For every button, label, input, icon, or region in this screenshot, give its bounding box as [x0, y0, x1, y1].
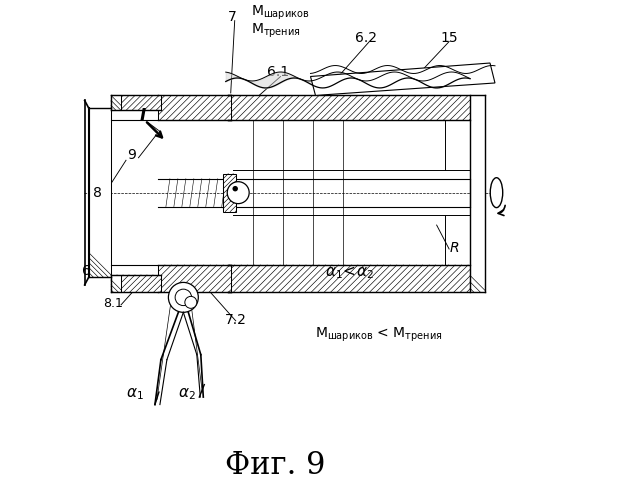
Text: 9: 9: [127, 148, 137, 162]
Text: 8: 8: [93, 186, 101, 200]
Ellipse shape: [490, 178, 503, 208]
Text: I: I: [139, 108, 145, 126]
Bar: [89, 108, 111, 278]
Text: 6: 6: [82, 264, 91, 278]
Bar: [470, 96, 485, 292]
Bar: [111, 96, 161, 110]
Text: 6.2: 6.2: [355, 30, 378, 44]
Text: R: R: [449, 240, 459, 254]
Text: $\alpha_1$: $\alpha_1$: [126, 386, 144, 402]
Bar: [158, 265, 231, 292]
Text: М$_{\mathregular{шариков}}$: М$_{\mathregular{шариков}}$: [251, 4, 309, 22]
Bar: [229, 96, 470, 120]
Polygon shape: [310, 63, 495, 96]
Text: М$_{\mathregular{шариков}}$ < М$_{\mathregular{трения}}$: М$_{\mathregular{шариков}}$ < М$_{\mathr…: [315, 326, 443, 344]
Text: $\alpha_2$: $\alpha_2$: [178, 386, 196, 402]
Bar: [223, 174, 236, 212]
Circle shape: [185, 296, 197, 308]
Text: 7.2: 7.2: [225, 313, 247, 327]
Text: $\alpha_1\!<\!\alpha_2$: $\alpha_1\!<\!\alpha_2$: [325, 264, 374, 281]
Text: 15: 15: [440, 30, 458, 44]
Bar: [111, 275, 121, 292]
Circle shape: [227, 182, 249, 204]
Bar: [158, 96, 231, 120]
Circle shape: [168, 282, 198, 312]
Text: 6.1: 6.1: [267, 66, 289, 80]
Text: 7: 7: [228, 10, 237, 24]
Text: Фиг. 9: Фиг. 9: [225, 450, 326, 481]
Circle shape: [175, 289, 192, 306]
Bar: [111, 96, 121, 110]
Circle shape: [232, 186, 238, 192]
Bar: [111, 275, 161, 292]
Text: М$_{\mathregular{трения}}$: М$_{\mathregular{трения}}$: [251, 22, 301, 40]
Text: 8.1: 8.1: [104, 297, 124, 310]
Bar: [229, 265, 470, 292]
